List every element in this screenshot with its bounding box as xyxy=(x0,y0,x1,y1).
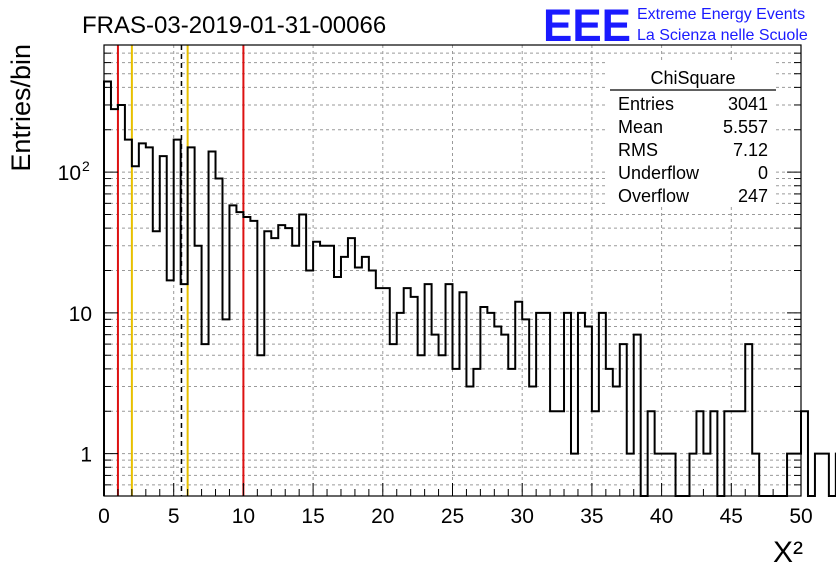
x-tick-label: 10 xyxy=(232,505,255,528)
stats-label-mean: Mean xyxy=(618,117,663,137)
y-tick-superscript: 2 xyxy=(82,158,90,174)
brand-line-2: La Scienza nelle Scuole xyxy=(637,27,808,44)
axis-ticks xyxy=(103,44,802,497)
x-tick-label: 30 xyxy=(511,505,534,528)
run-title: FRAS-03-2019-01-31-00066 xyxy=(82,12,386,39)
stats-label-rms: RMS xyxy=(618,140,658,160)
histogram-outline xyxy=(103,80,836,497)
x-tick-label: 15 xyxy=(301,505,324,528)
x-tick-label: 20 xyxy=(371,505,394,528)
stats-box-bg xyxy=(608,62,776,204)
y-tick-label: 1 xyxy=(80,444,92,467)
stats-label-underflow: Underflow xyxy=(618,163,700,183)
x-tick-label: 40 xyxy=(650,505,673,528)
stats-value-underflow: 0 xyxy=(758,163,768,183)
stats-value-rms: 7.12 xyxy=(733,140,768,160)
x-tick-label: 50 xyxy=(789,505,812,528)
stats-value-mean: 5.557 xyxy=(723,117,768,137)
stats-label-entries: Entries xyxy=(618,94,674,114)
eee-logo: EEE xyxy=(543,0,631,51)
histogram-layer xyxy=(103,80,836,497)
x-tick-label: 0 xyxy=(98,505,110,528)
x-tick-label: 25 xyxy=(441,505,464,528)
brand-line-1: Extreme Energy Events xyxy=(637,6,805,23)
x-tick-label: 35 xyxy=(580,505,603,528)
stats-value-overflow: 247 xyxy=(738,186,768,206)
y-tick-label: 10 xyxy=(58,162,81,185)
stats-label-overflow: Overflow xyxy=(618,186,690,206)
x-tick-label: 45 xyxy=(720,505,743,528)
x-tick-label: 5 xyxy=(168,505,180,528)
y-tick-label: 10 xyxy=(69,303,92,326)
grid-layer xyxy=(104,44,801,497)
stats-value-entries: 3041 xyxy=(728,94,768,114)
x-axis-title: X² xyxy=(773,536,803,569)
stats-box: ChiSquare Entries 3041 Mean 5.557 RMS 7.… xyxy=(608,62,776,206)
stats-title: ChiSquare xyxy=(650,68,735,88)
y-axis-title: Entries/bin xyxy=(6,44,36,172)
